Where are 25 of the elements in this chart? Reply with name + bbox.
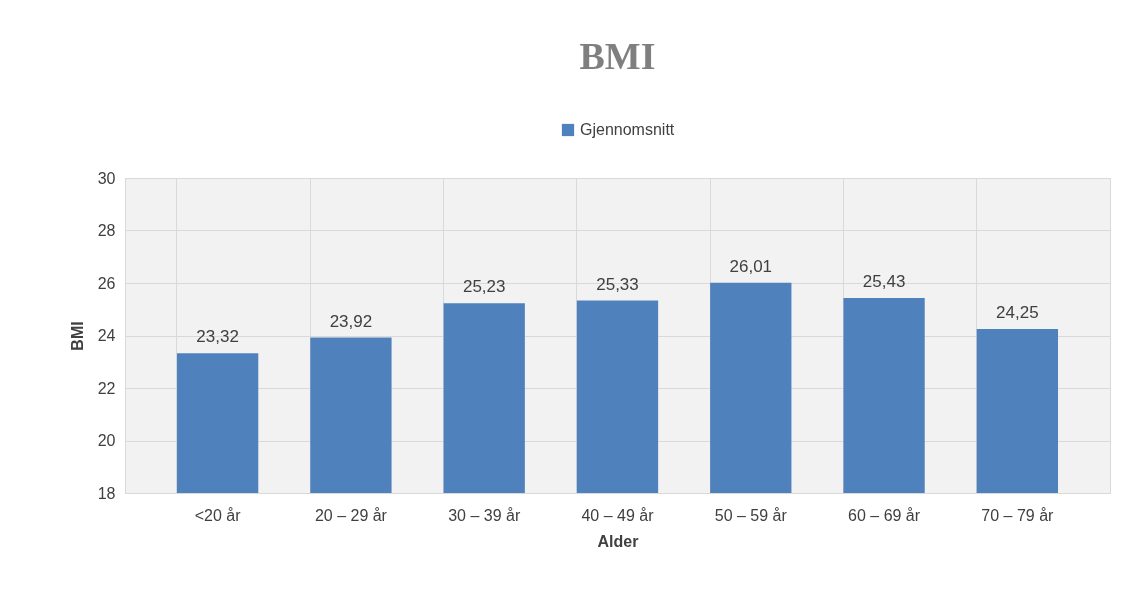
data-label: 25,33 (596, 274, 639, 294)
x-tick-label: 40 – 49 år (581, 506, 655, 524)
y-tick-label: 20 (97, 432, 116, 449)
data-label: 23,32 (196, 327, 239, 347)
y-tick-label: 28 (97, 222, 116, 239)
x-tick-label: 60 – 69 år (848, 506, 921, 524)
data-label: 25,23 (462, 277, 506, 297)
data-label: 24,25 (996, 302, 1039, 322)
data-label: 23,92 (329, 311, 373, 331)
x-tick-label: 20 – 29 år (314, 506, 388, 524)
y-tick-label: 22 (97, 379, 116, 397)
data-label: 26,01 (729, 256, 773, 276)
data-label: 25,43 (862, 271, 906, 291)
x-tick-label: 30 – 39 år (448, 506, 521, 524)
y-tick-label: 18 (97, 484, 116, 502)
x-axis-title: Alder (597, 532, 639, 550)
x-tick-label: 50 – 59 år (714, 506, 788, 524)
y-tick-label: 30 (97, 169, 116, 187)
chart-title: BMI (579, 35, 656, 77)
legend-label: Gjennomsnitt (580, 121, 675, 138)
y-tick-label: 26 (97, 274, 116, 292)
x-tick-label: 70 – 79 år (981, 506, 1055, 524)
y-axis-title: BMI (68, 321, 86, 351)
y-tick-label: 24 (97, 327, 116, 344)
x-tick-label: <20 år (194, 506, 242, 524)
